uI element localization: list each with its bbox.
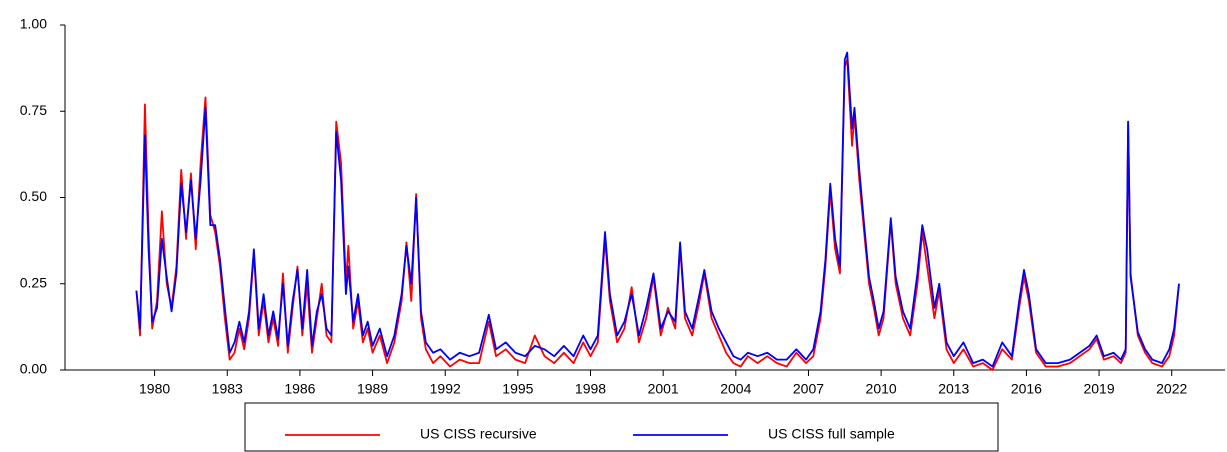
x-tick-label: 1995: [502, 381, 533, 397]
x-tick-label: 1986: [284, 381, 315, 397]
x-tick-label: 2016: [1011, 381, 1042, 397]
x-tick-label: 2004: [720, 381, 751, 397]
x-tick-label: 1992: [430, 381, 461, 397]
x-tick-label: 2019: [1083, 381, 1114, 397]
y-tick-label: 1.00: [20, 16, 47, 32]
x-tick-label: 1983: [212, 381, 243, 397]
x-tick-label: 1998: [575, 381, 606, 397]
y-tick-label: 0.75: [20, 102, 47, 118]
series-line: [135, 58, 1180, 371]
x-tick-label: 2007: [793, 381, 824, 397]
x-tick-label: 2010: [866, 381, 897, 397]
series-line: [135, 51, 1180, 368]
x-tick-label: 2013: [938, 381, 969, 397]
y-tick-label: 0.50: [20, 188, 47, 204]
legend-label: US CISS recursive: [420, 426, 537, 442]
y-tick-label: 0.00: [20, 361, 47, 377]
x-tick-label: 1989: [357, 381, 388, 397]
legend-label: US CISS full sample: [768, 426, 895, 442]
legend-box: [244, 402, 999, 452]
x-tick-label: 2001: [648, 381, 679, 397]
y-tick-label: 0.25: [20, 274, 47, 290]
x-tick-label: 1980: [139, 381, 170, 397]
x-tick-label: 2022: [1156, 381, 1187, 397]
